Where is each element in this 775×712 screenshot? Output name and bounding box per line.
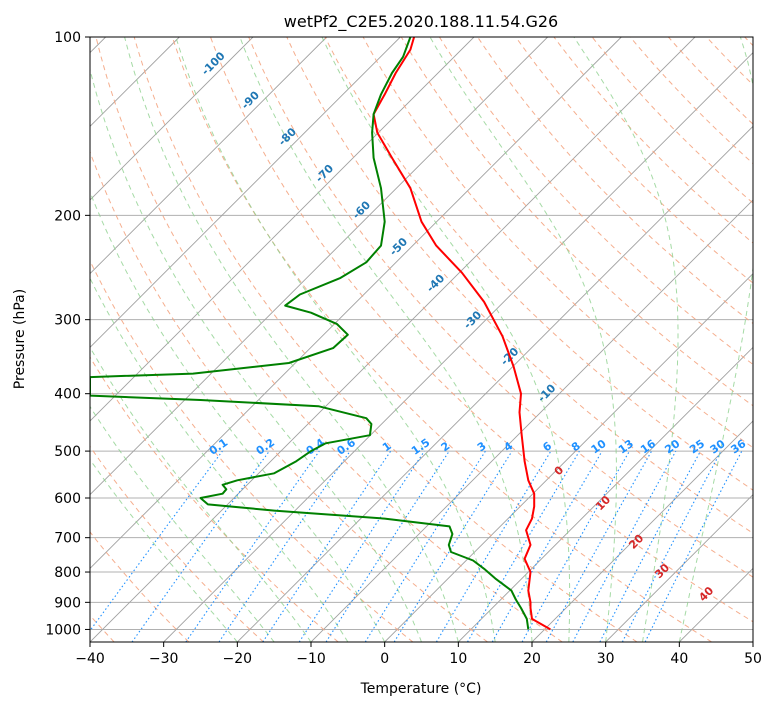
dry-adiabat-label: -60 — [350, 198, 373, 221]
y-axis-title: Pressure (hPa) — [12, 289, 28, 389]
isotherm-line — [0, 37, 400, 642]
dry-adiabat-label: -50 — [387, 235, 410, 258]
y-tick-label: 200 — [54, 208, 81, 224]
mixing-ratio-label: 4 — [502, 439, 516, 454]
isotherm-line — [90, 37, 695, 642]
profile-lines — [90, 37, 550, 629]
isotherm-line — [0, 37, 474, 642]
mixing-ratio-label: 36 — [728, 437, 748, 457]
isotherm-line — [164, 37, 769, 642]
isotherm-line — [753, 37, 775, 642]
mixing-ratio-label: 16 — [638, 437, 658, 457]
moist-adiabat-line — [322, 37, 570, 642]
isotherm-line — [0, 37, 253, 642]
y-tick-label: 700 — [54, 531, 81, 547]
y-tick-label: 400 — [54, 387, 81, 403]
background-lines — [0, 37, 775, 642]
x-tick-label: 20 — [523, 651, 541, 667]
isotherm-line — [0, 37, 327, 642]
x-tick-label: −30 — [149, 651, 179, 667]
temperature-profile — [374, 37, 551, 629]
moist-adiabat-line — [0, 37, 237, 642]
isotherm-line — [458, 37, 775, 642]
moist-adiabat-line — [0, 37, 274, 642]
dry-adiabat-line — [745, 37, 775, 642]
plot-frame — [90, 37, 753, 642]
dry-adiabat-label: -30 — [461, 308, 484, 331]
mixing-ratio-line — [299, 451, 424, 642]
y-tick-label: 500 — [54, 444, 81, 460]
chart-title: wetPf2_C2E5.2020.188.11.54.G26 — [284, 12, 558, 32]
moist-adiabat-line — [574, 37, 678, 642]
mixing-ratio-label: 2 — [439, 439, 453, 454]
mixing-ratio-line — [436, 451, 551, 642]
dry-adiabat-line — [20, 37, 413, 642]
dry-adiabat-line — [58, 37, 488, 642]
y-tick-label: 900 — [54, 595, 81, 611]
mixing-ratio-label: 6 — [540, 439, 554, 454]
y-tick-label: 800 — [54, 565, 81, 581]
dry-adiabat-label: -90 — [239, 88, 262, 111]
moist-adiabat-line — [17, 37, 348, 642]
mixing-ratio-line — [82, 451, 223, 642]
moist-adiabat-line — [679, 37, 760, 642]
mixing-ratio-label: 0.2 — [254, 436, 277, 458]
mixing-ratio-line — [263, 451, 391, 642]
dry-adiabat-label: -100 — [199, 49, 228, 78]
isotherm-line — [311, 37, 775, 642]
x-tick-label: 10 — [449, 651, 467, 667]
dry-adiabat-label: -70 — [313, 162, 336, 185]
moist-adiabat-label: 40 — [696, 584, 716, 604]
moist-adiabat-label: 10 — [593, 493, 613, 513]
dry-adiabat-label: -80 — [276, 125, 299, 148]
mixing-ratio-label: 8 — [569, 439, 583, 454]
y-tick-label: 300 — [54, 313, 81, 329]
x-tick-label: 50 — [744, 651, 762, 667]
dry-adiabat-label: -40 — [424, 272, 447, 295]
isotherm-line — [679, 37, 775, 642]
isotherm-line — [0, 37, 548, 642]
isotherm-line — [385, 37, 775, 642]
mixing-ratio-line — [522, 451, 629, 642]
moist-adiabat-line — [0, 37, 311, 642]
mixing-ratio-label: 30 — [708, 437, 728, 457]
x-tick-label: −40 — [75, 651, 105, 667]
mixing-ratio-label: 1.5 — [409, 436, 432, 458]
x-axis-title: Temperature (°C) — [360, 681, 482, 697]
y-tick-label: 1000 — [45, 622, 81, 638]
x-tick-label: −10 — [296, 651, 326, 667]
mixing-ratio-label: 25 — [687, 437, 707, 456]
mixing-ratio-label: 10 — [589, 437, 609, 457]
mixing-ratio-label: 0.1 — [207, 436, 230, 458]
isotherm-line — [237, 37, 775, 642]
mixing-ratio-label: 1 — [380, 439, 394, 454]
x-tick-label: −20 — [223, 651, 253, 667]
mixing-ratio-line — [573, 451, 676, 642]
dewpoint-profile — [90, 37, 528, 629]
x-tick-label: 0 — [380, 651, 389, 667]
mixing-ratio-line — [365, 451, 485, 642]
dry-adiabat-line — [707, 37, 775, 642]
dry-adiabat-line — [516, 37, 775, 642]
moist-adiabat-line — [240, 37, 532, 642]
mixing-ratio-label: 13 — [616, 437, 636, 456]
moist-adiabat-line — [176, 37, 495, 642]
mixing-ratio-line — [326, 451, 449, 642]
x-tick-label: 40 — [670, 651, 688, 667]
mixing-ratio-label: 20 — [662, 437, 682, 457]
dry-adiabat-line — [592, 37, 775, 642]
dry-adiabat-label: -10 — [535, 381, 558, 404]
dry-adiabat-line — [0, 37, 264, 642]
y-tick-label: 100 — [54, 30, 81, 46]
x-tick-label: 30 — [597, 651, 615, 667]
y-tick-label: 600 — [54, 491, 81, 507]
dry-adiabat-line — [668, 37, 775, 642]
